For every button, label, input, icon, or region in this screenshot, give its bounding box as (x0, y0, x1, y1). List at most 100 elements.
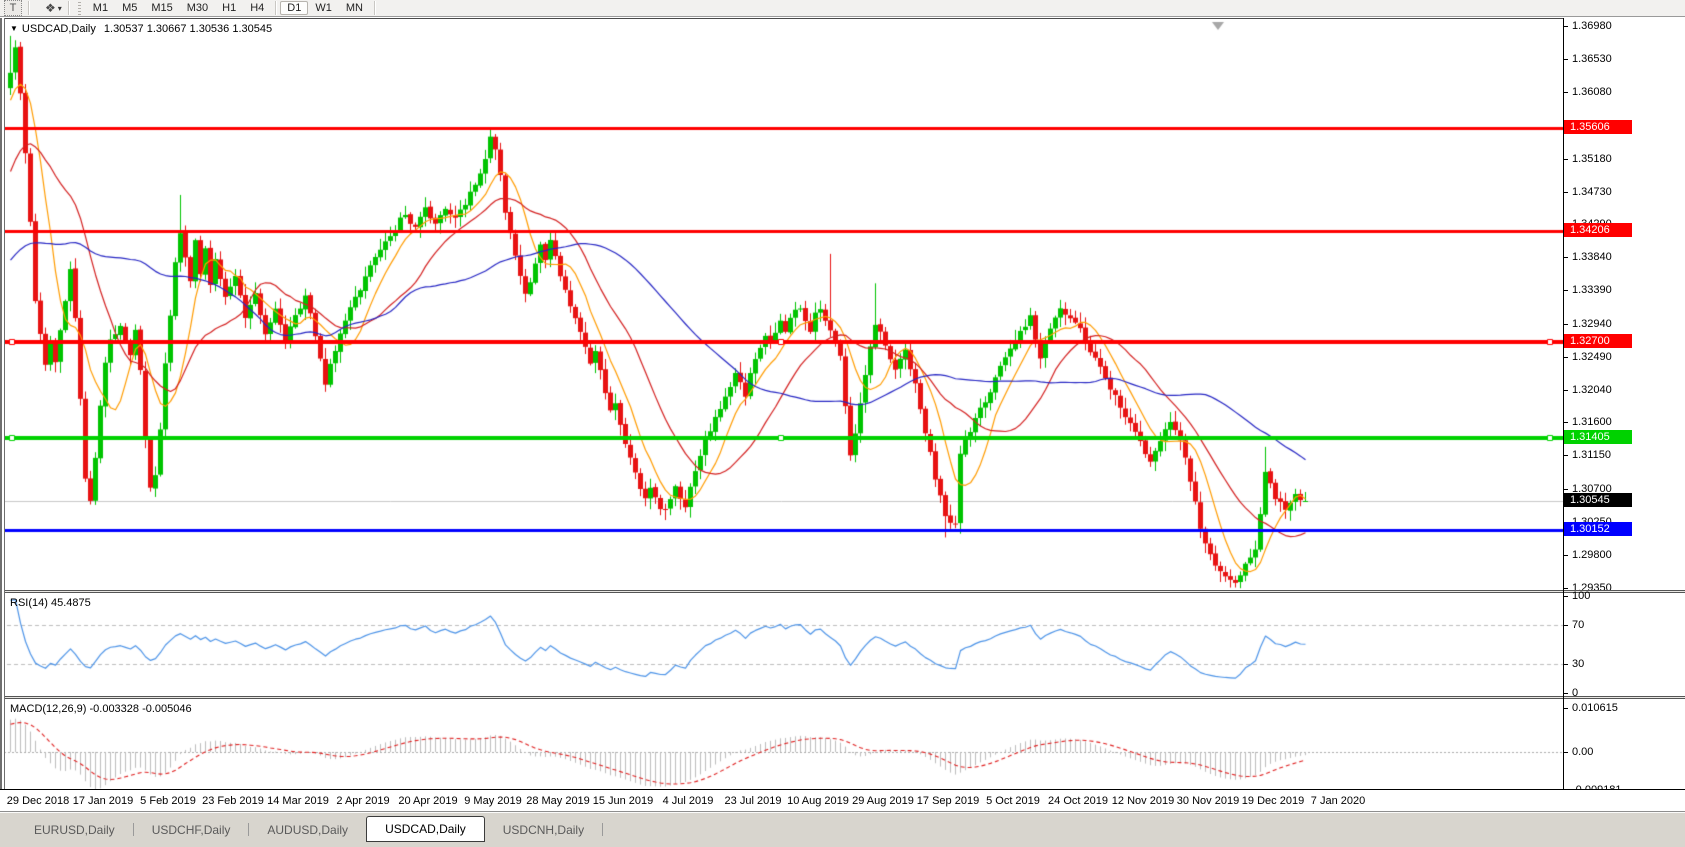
macd-canvas[interactable] (0, 699, 1563, 789)
macd-label: MACD(12,26,9) -0.003328 -0.005046 (10, 703, 192, 715)
timeframe-button-m30[interactable]: M30 (186, 2, 209, 14)
time-axis-label: 29 Aug 2019 (852, 795, 914, 807)
price-axis[interactable]: 1.369801.365301.360801.356301.351801.347… (1564, 19, 1685, 594)
axis-tick-mark (1564, 192, 1568, 193)
tab-separator (248, 823, 250, 836)
axis-tick-label: 1.32940 (1572, 318, 1612, 330)
toolbar-grip[interactable] (77, 1, 81, 15)
toolbar-separator (275, 1, 277, 15)
tab-audusd[interactable]: AUDUSD,Daily (267, 822, 349, 837)
price-chart-canvas[interactable] (0, 19, 1563, 591)
chevron-down-icon: ▾ (57, 3, 62, 13)
axis-tick-label: 1.30700 (1572, 483, 1612, 495)
time-axis-label: 10 Aug 2019 (787, 795, 849, 807)
axis-tick-mark (1564, 708, 1568, 709)
time-axis-label: 23 Feb 2019 (202, 795, 264, 807)
axis-tick-label: 1.36080 (1572, 86, 1612, 98)
axis-tick-label: 0 (1572, 687, 1579, 699)
chart-title: ▼ USDCAD,Daily 1.30537 1.30667 1.30536 1.3… (10, 23, 272, 35)
timeframe-button-m5[interactable]: M5 (122, 2, 138, 14)
axis-tick-mark (1564, 455, 1568, 456)
time-axis-label: 29 Dec 2018 (6, 795, 70, 807)
time-axis-label: 17 Jan 2019 (72, 795, 134, 807)
axis-tick-mark (1564, 489, 1568, 490)
price-level-flag: 1.34206 (1564, 223, 1632, 237)
text-tool-button[interactable]: T (4, 0, 22, 16)
time-axis-label: 17 Sep 2019 (916, 795, 980, 807)
time-axis-label: 28 May 2019 (526, 795, 590, 807)
axis-tick-mark (1564, 664, 1568, 665)
time-axis-label: 4 Jul 2019 (662, 795, 714, 807)
axis-tick-mark (1564, 596, 1568, 597)
chart-symbol-label: USDCAD,Daily (21, 23, 96, 35)
axis-tick-label: 1.36530 (1572, 53, 1612, 65)
macd-panel: MACD(12,26,9) -0.003328 -0.005046 (0, 699, 1563, 789)
time-axis-label: 20 Apr 2019 (398, 795, 458, 807)
timeframe-button-group: M1 M5 M15 M30 H1 H4 D1 W1 MN (86, 1, 379, 15)
price-level-flag: 1.30545 (1564, 493, 1632, 507)
timeframe-button-mn[interactable]: MN (345, 2, 363, 14)
timeframe-button-h1[interactable]: H1 (222, 2, 237, 14)
axis-tick-mark (1564, 422, 1568, 423)
price-level-flag: 1.35606 (1564, 120, 1632, 134)
macd-name: MACD(12,26,9) (10, 703, 87, 715)
price-level-flag: 1.31405 (1564, 430, 1632, 444)
timeframe-button-m1[interactable]: M1 (92, 2, 109, 14)
axis-tick-mark (1564, 257, 1568, 258)
axis-tick-label: 1.35180 (1572, 153, 1612, 165)
panel-splitter[interactable] (0, 590, 1685, 593)
toolbar: T ❖ ▾ M1 M5 M15 M30 H1 H4 D1 W1 MN (0, 0, 1685, 17)
panel-splitter[interactable] (0, 696, 1685, 699)
time-axis-label: 2 Apr 2019 (336, 795, 390, 807)
axis-tick-mark (1564, 26, 1568, 27)
axis-tick-label: 1.32490 (1572, 351, 1612, 363)
text-tool-icon: T (9, 2, 17, 14)
styler-button[interactable]: ❖ ▾ (35, 1, 62, 15)
axis-tick-label: 1.29800 (1572, 549, 1612, 561)
axis-tick-mark (1564, 555, 1568, 556)
macd-values: -0.003328 -0.005046 (89, 703, 192, 715)
time-axis-label: 14 Mar 2019 (267, 795, 329, 807)
time-axis-label: 9 May 2019 (464, 795, 522, 807)
price-level-flag: 1.30152 (1564, 522, 1632, 536)
axis-tick-label: 0.00 (1572, 746, 1594, 758)
axis-tick-mark (1564, 625, 1568, 626)
axis-tick-label: 1.31600 (1572, 416, 1612, 428)
styler-icon: ❖ (45, 1, 56, 15)
rsi-canvas[interactable] (0, 593, 1563, 696)
tab-usdcad[interactable]: USDCAD,Daily (366, 815, 485, 842)
tab-usdchf[interactable]: USDCHF,Daily (151, 822, 231, 837)
time-axis-label: 19 Dec 2019 (1241, 795, 1305, 807)
axis-divider-line (1563, 18, 1564, 789)
rsi-label: RSI(14) 45.4875 (10, 597, 91, 609)
tab-separator (132, 823, 134, 836)
axis-tick-label: 70 (1572, 619, 1585, 631)
time-axis-label: 7 Jan 2020 (1310, 795, 1366, 807)
rsi-name: RSI(14) (10, 597, 48, 609)
timeframe-button-d1[interactable]: D1 (280, 1, 309, 15)
timeframe-button-w1[interactable]: W1 (315, 2, 332, 14)
axis-tick-label: 0.010615 (1572, 702, 1618, 714)
axis-tick-label: 1.32040 (1572, 384, 1612, 396)
axis-tick-mark (1564, 324, 1568, 325)
time-axis-label: 15 Jun 2019 (592, 795, 654, 807)
axis-tick-label: 30 (1572, 658, 1585, 670)
axis-tick-mark (1564, 290, 1568, 291)
axis-tick-mark (1564, 752, 1568, 753)
axis-tick-mark (1564, 59, 1568, 60)
window-left-edge (0, 18, 5, 847)
time-axis-label: 30 Nov 2019 (1176, 795, 1240, 807)
axis-tick-label: 1.34730 (1572, 186, 1612, 198)
timeframe-button-h4[interactable]: H4 (250, 2, 265, 14)
tab-usdcnh[interactable]: USDCNH,Daily (502, 822, 585, 837)
time-axis[interactable]: 29 Dec 2018 17 Jan 2019 5 Feb 2019 23 Feb 2… (0, 789, 1685, 811)
axis-tick-mark (1564, 92, 1568, 93)
axis-tick-mark (1564, 357, 1568, 358)
timeframe-button-m15[interactable]: M15 (151, 2, 173, 14)
tab-eurusd[interactable]: EURUSD,Daily (34, 822, 115, 837)
rsi-axis[interactable]: 100 70 30 0 (1564, 590, 1685, 699)
axis-tick-label: 1.33840 (1572, 251, 1612, 263)
axis-tick-label: 100 (1572, 590, 1591, 602)
